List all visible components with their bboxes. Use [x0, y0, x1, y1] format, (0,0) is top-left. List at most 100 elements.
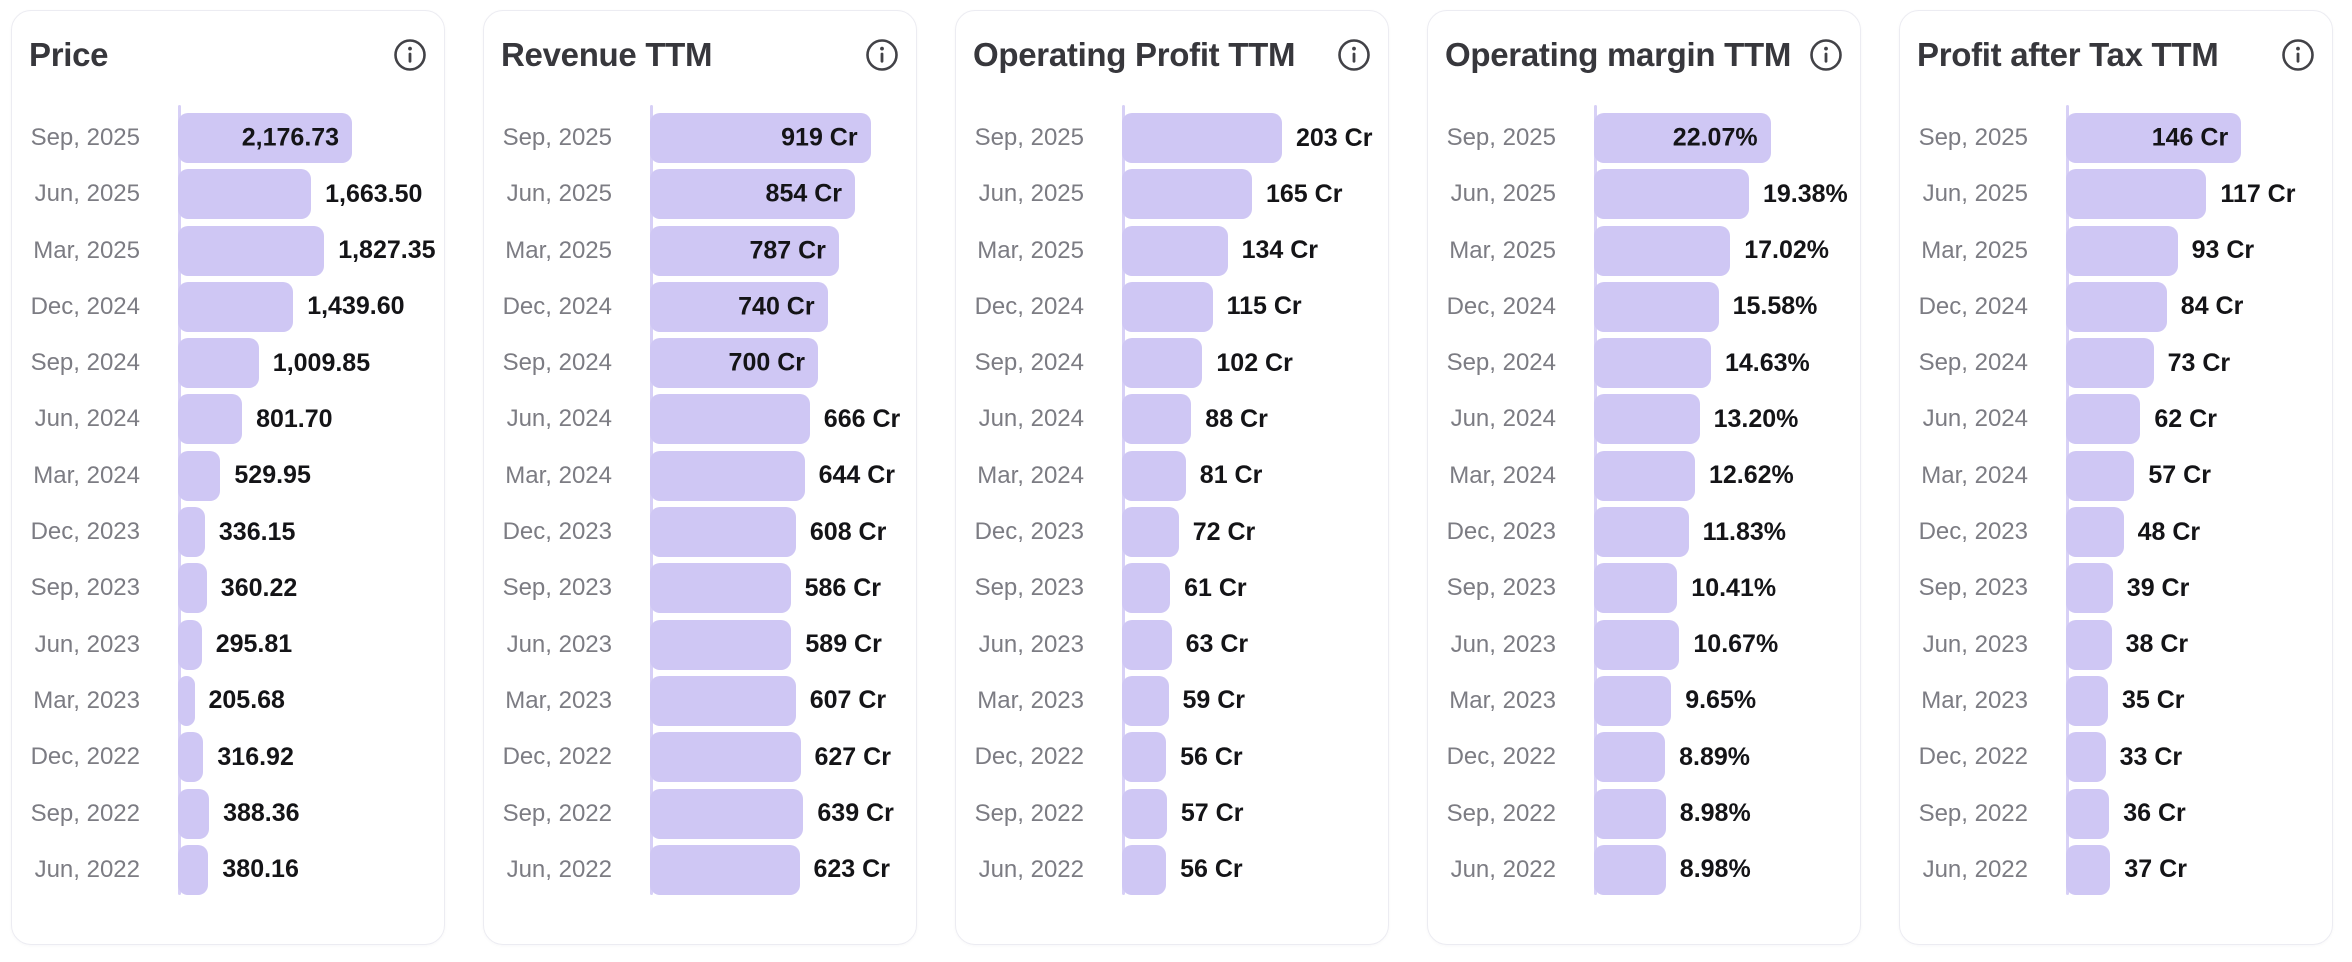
- info-icon[interactable]: [1808, 37, 1844, 73]
- bar[interactable]: 700 Cr: [650, 338, 818, 389]
- bar[interactable]: [2066, 338, 2154, 389]
- value-label: 2,176.73: [241, 123, 340, 152]
- bar-area: 700 Cr: [650, 338, 916, 389]
- chart-row: Sep, 2023 61 Cr: [956, 563, 1388, 614]
- bar[interactable]: 146 Cr: [2066, 113, 2242, 163]
- bar[interactable]: [1594, 225, 1731, 276]
- value-label: 8.98%: [1679, 855, 1751, 884]
- bar[interactable]: [1122, 225, 1228, 276]
- bar[interactable]: 22.07%: [1594, 113, 1771, 163]
- bar[interactable]: [650, 844, 800, 895]
- bar[interactable]: [1594, 281, 1719, 332]
- bar[interactable]: [1122, 338, 1203, 389]
- bar[interactable]: [2066, 281, 2167, 332]
- bar[interactable]: [1594, 619, 1680, 670]
- chart-row: Sep, 2022 57 Cr: [956, 788, 1388, 839]
- bar[interactable]: [650, 619, 792, 670]
- bar[interactable]: [650, 507, 796, 558]
- bar[interactable]: [1122, 281, 1213, 332]
- bar[interactable]: [650, 732, 801, 783]
- bar-area: 1,663.50: [178, 169, 444, 220]
- bar[interactable]: [178, 225, 325, 276]
- bar[interactable]: [2066, 507, 2124, 558]
- category-label: Mar, 2024: [1921, 461, 2028, 489]
- bar[interactable]: [2066, 675, 2108, 726]
- bar-area: 14.63%: [1594, 338, 1860, 389]
- bar[interactable]: [2066, 732, 2106, 783]
- chart-row: Sep, 2022 36 Cr: [1900, 788, 2332, 839]
- bar-area: 336.15: [178, 507, 444, 558]
- bar[interactable]: [178, 394, 243, 445]
- bar[interactable]: 854 Cr: [650, 169, 855, 220]
- info-icon[interactable]: [2280, 37, 2316, 73]
- bar[interactable]: [1594, 844, 1666, 895]
- chart-row: Sep, 2024 102 Cr: [956, 338, 1388, 389]
- bar[interactable]: [2066, 619, 2112, 670]
- bar-area: 316.92: [178, 732, 444, 783]
- bar[interactable]: [1594, 732, 1666, 783]
- category-label: Sep, 2024: [502, 349, 612, 377]
- chart-row: Mar, 2024 529.95: [12, 450, 444, 501]
- bar[interactable]: [1122, 113, 1282, 163]
- bar[interactable]: [178, 507, 205, 558]
- bar[interactable]: [1594, 450, 1695, 501]
- bar[interactable]: [2066, 225, 2178, 276]
- bar-area: 33 Cr: [2066, 732, 2332, 783]
- bar[interactable]: [178, 281, 294, 332]
- bar[interactable]: [1122, 507, 1179, 558]
- bar[interactable]: [650, 675, 796, 726]
- bar[interactable]: [1122, 169, 1252, 220]
- bar[interactable]: [1122, 619, 1172, 670]
- bar[interactable]: [1594, 507, 1689, 558]
- bar[interactable]: [2066, 450, 2135, 501]
- bar[interactable]: [178, 338, 259, 389]
- bar[interactable]: [178, 732, 204, 783]
- chart-row: Jun, 2025 117 Cr: [1900, 169, 2332, 220]
- bar[interactable]: [2066, 394, 2141, 445]
- bar[interactable]: [1122, 563, 1171, 614]
- bar[interactable]: [1122, 788, 1167, 839]
- card-title: Price: [29, 36, 109, 73]
- bar[interactable]: [178, 844, 209, 895]
- bar[interactable]: [1594, 338, 1711, 389]
- bar[interactable]: [1594, 169, 1749, 220]
- bar[interactable]: [2066, 563, 2113, 614]
- chart-row: Dec, 2024 15.58%: [1428, 281, 1860, 332]
- bar[interactable]: [650, 394, 810, 445]
- info-icon[interactable]: [392, 37, 428, 73]
- category-label: Dec, 2023: [974, 518, 1084, 546]
- bar[interactable]: [2066, 788, 2110, 839]
- bar[interactable]: 919 Cr: [650, 113, 871, 163]
- bar[interactable]: [2066, 169, 2207, 220]
- info-icon[interactable]: [864, 37, 900, 73]
- bar[interactable]: [1594, 563, 1678, 614]
- category-label: Dec, 2022: [974, 743, 1084, 771]
- bar[interactable]: [2066, 844, 2111, 895]
- bar[interactable]: 787 Cr: [650, 225, 839, 276]
- bar[interactable]: [1594, 788, 1666, 839]
- bar[interactable]: [650, 563, 791, 614]
- bar[interactable]: [650, 788, 804, 839]
- bar[interactable]: [178, 450, 221, 501]
- bar[interactable]: 2,176.73: [178, 113, 353, 163]
- category-label: Jun, 2023: [978, 630, 1084, 658]
- bar[interactable]: [650, 450, 805, 501]
- bar[interactable]: [178, 169, 312, 220]
- info-icon[interactable]: [1336, 37, 1372, 73]
- bar[interactable]: [178, 563, 207, 614]
- bar[interactable]: [1122, 394, 1192, 445]
- bar[interactable]: [1122, 450, 1186, 501]
- bar[interactable]: [1122, 844, 1167, 895]
- bar-area: 17.02%: [1594, 225, 1860, 276]
- bar[interactable]: [1122, 732, 1167, 783]
- bar-chart: Sep, 2025 919 Cr Jun, 2025 854 Cr Mar, 2…: [484, 105, 916, 895]
- bar[interactable]: [1594, 394, 1700, 445]
- bar[interactable]: [178, 788, 210, 839]
- bar[interactable]: 740 Cr: [650, 281, 828, 332]
- category-label: Jun, 2024: [1922, 405, 2028, 433]
- bar[interactable]: [1594, 675, 1672, 726]
- bar[interactable]: [1122, 675, 1169, 726]
- chart-row: Jun, 2022 623 Cr: [484, 844, 916, 895]
- bar[interactable]: [178, 675, 195, 726]
- bar[interactable]: [178, 619, 202, 670]
